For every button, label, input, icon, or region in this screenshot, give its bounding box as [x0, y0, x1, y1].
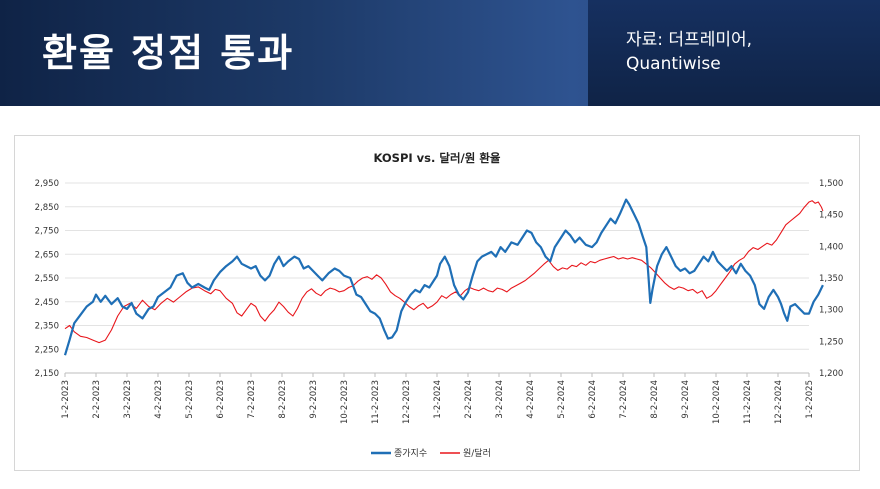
- chart-title: KOSPI vs. 달러/원 환율: [374, 151, 501, 165]
- x-tick-label: 9-2-2024: [681, 380, 691, 419]
- x-tick-label: 7-2-2024: [619, 380, 629, 419]
- x-tick-label: 10-2-2023: [340, 380, 350, 424]
- gridlines: [65, 182, 809, 374]
- right-tick-label: 1,300: [819, 306, 843, 316]
- x-tick-label: 2-2-2024: [464, 380, 474, 419]
- left-tick-label: 2,950: [35, 179, 59, 189]
- x-tick-label: 1-2-2023: [61, 380, 71, 419]
- x-tick-label: 1-2-2024: [433, 380, 443, 419]
- x-tick-label: 4-2-2024: [526, 380, 536, 419]
- x-tick-label: 7-2-2023: [247, 380, 257, 419]
- left-tick-label: 2,650: [35, 250, 59, 260]
- left-tick-label: 2,350: [35, 322, 59, 332]
- right-tick-label: 1,250: [819, 337, 843, 347]
- series-lines: [63, 198, 824, 356]
- x-tick-label: 8-2-2023: [278, 380, 288, 419]
- kospi-krw-chart: KOSPI vs. 달러/원 환율 2,1502,2502,3502,4502,…: [35, 151, 844, 459]
- x-tick-label: 4-2-2023: [154, 380, 164, 419]
- x-tick-label: 8-2-2024: [650, 380, 660, 419]
- right-tick-label: 1,200: [819, 369, 843, 379]
- right-tick-label: 1,400: [819, 242, 843, 252]
- x-tick-label: 3-2-2024: [495, 380, 505, 419]
- source-line-2: Quantiwise: [626, 54, 721, 74]
- right-tick-label: 1,350: [819, 274, 843, 284]
- right-tick-label: 1,450: [819, 211, 843, 221]
- page-title: 환율 정점 통과: [42, 31, 295, 75]
- x-tick-label: 2-2-2023: [92, 380, 102, 419]
- series-line-kospi: [63, 198, 824, 356]
- series-line-krw: [64, 200, 824, 344]
- left-tick-label: 2,550: [35, 274, 59, 284]
- legend-label-krw: 원/달러: [463, 447, 491, 459]
- right-axis-ticks: 1,200 1,250 1,300 1,350 1,400 1,450 1,500: [819, 179, 843, 379]
- x-tick-label: 5-2-2024: [557, 380, 567, 419]
- x-tick-label: 11-2-2024: [743, 380, 753, 424]
- x-tick-label: 11-2-2023: [371, 380, 381, 424]
- source-panel: [588, 0, 880, 106]
- x-tick-label: 3-2-2023: [123, 380, 133, 419]
- left-tick-label: 2,750: [35, 227, 59, 237]
- x-tick-label: 5-2-2023: [185, 380, 195, 419]
- x-axis-ticks: 1-2-2023 2-2-2023 3-2-2023 4-2-2023 5-2-2023…: [61, 373, 815, 424]
- x-tick-label: 10-2-2024: [712, 380, 722, 424]
- x-tick-label: 6-2-2024: [588, 380, 598, 419]
- x-tick-label: 9-2-2023: [309, 380, 319, 419]
- left-tick-label: 2,150: [35, 369, 59, 379]
- x-tick-label: 12-2-2023: [402, 380, 412, 424]
- left-tick-label: 2,250: [35, 345, 59, 355]
- left-tick-label: 2,850: [35, 203, 59, 213]
- left-tick-label: 2,450: [35, 298, 59, 308]
- legend-label-kospi: 종가지수: [394, 448, 427, 459]
- source-note: 자료: 더프레미어, Quantiwise: [626, 28, 876, 76]
- right-tick-label: 1,500: [819, 179, 843, 189]
- source-line-1: 자료: 더프레미어,: [626, 30, 753, 50]
- chart-frame: KOSPI vs. 달러/원 환율 2,150 2,250 2,350 2,450 2,…: [14, 135, 860, 471]
- left-axis-ticks: 2,150 2,250 2,350 2,450 2,550 2,650 2,750 2,850…: [35, 179, 59, 379]
- x-tick-label: 6-2-2023: [216, 380, 226, 419]
- x-tick-label: 1-2-2025: [805, 380, 815, 419]
- x-tick-label: 12-2-2024: [774, 380, 784, 424]
- legend: 종가지수 원/달러: [371, 447, 491, 459]
- title-banner: 환율 정점 통과 자료: 더프레미어, Quantiwise: [0, 0, 880, 106]
